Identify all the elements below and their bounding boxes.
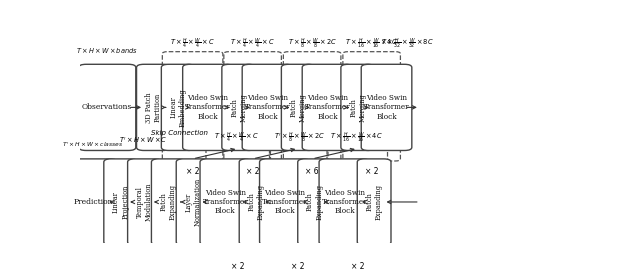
- FancyBboxPatch shape: [260, 159, 310, 245]
- FancyBboxPatch shape: [361, 64, 412, 150]
- FancyBboxPatch shape: [161, 64, 195, 150]
- Text: Layer
Normalization: Layer Normalization: [184, 178, 202, 226]
- Text: Observations: Observations: [82, 103, 132, 111]
- Text: × 2: × 2: [365, 167, 378, 176]
- Text: Prediction: Prediction: [73, 198, 113, 206]
- Text: $T'\times\frac{H}{8}\times\frac{W}{8}\times 2C$: $T'\times\frac{H}{8}\times\frac{W}{8}\ti…: [274, 131, 324, 145]
- Text: Video Swin
Transformer
Block: Video Swin Transformer Block: [203, 189, 248, 215]
- FancyBboxPatch shape: [176, 159, 210, 245]
- Text: 3D Patch
Partition: 3D Patch Partition: [145, 92, 162, 123]
- FancyBboxPatch shape: [127, 159, 161, 245]
- Text: $T\times\frac{H}{4}\times\frac{W}{4}\times C$: $T\times\frac{H}{4}\times\frac{W}{4}\tim…: [214, 131, 259, 145]
- Text: $T' \times H \times W \times classes$: $T' \times H \times W \times classes$: [62, 141, 124, 149]
- FancyBboxPatch shape: [319, 159, 370, 245]
- Text: Skip Connection: Skip Connection: [151, 130, 208, 136]
- Text: $T\times\frac{H}{32}\times\frac{W}{32}\times 8C$: $T\times\frac{H}{32}\times\frac{W}{32}\t…: [381, 37, 434, 51]
- Text: $T'\times H\times W\times C$: $T'\times H\times W\times C$: [119, 135, 168, 145]
- FancyBboxPatch shape: [104, 159, 138, 245]
- Text: × 2: × 2: [232, 262, 245, 271]
- Text: × 2: × 2: [291, 262, 305, 271]
- Text: Patch
Expanding: Patch Expanding: [160, 184, 177, 220]
- Text: × 2: × 2: [246, 167, 259, 176]
- Text: $T\times\frac{H}{4}\times\frac{W}{4}\times C$: $T\times\frac{H}{4}\times\frac{W}{4}\tim…: [170, 37, 215, 51]
- FancyBboxPatch shape: [152, 159, 185, 245]
- FancyBboxPatch shape: [222, 64, 255, 150]
- FancyBboxPatch shape: [182, 64, 233, 150]
- Text: × 2: × 2: [186, 167, 199, 176]
- FancyBboxPatch shape: [242, 64, 292, 150]
- FancyBboxPatch shape: [239, 159, 273, 245]
- FancyBboxPatch shape: [298, 159, 332, 245]
- FancyBboxPatch shape: [302, 64, 353, 150]
- Text: $T\times\frac{H}{4}\times\frac{W}{4}\times C$: $T\times\frac{H}{4}\times\frac{W}{4}\tim…: [230, 37, 275, 51]
- FancyBboxPatch shape: [282, 64, 315, 150]
- Text: × 6: × 6: [305, 167, 319, 176]
- Text: Video Swin
Transformer
Block: Video Swin Transformer Block: [262, 189, 308, 215]
- Text: Linear
Projection: Linear Projection: [112, 185, 129, 219]
- Text: Patch
Expanding: Patch Expanding: [365, 184, 383, 220]
- FancyBboxPatch shape: [136, 64, 170, 150]
- Text: Patch
Merging: Patch Merging: [290, 93, 307, 122]
- FancyBboxPatch shape: [79, 64, 136, 150]
- Text: Patch
Expanding: Patch Expanding: [248, 184, 265, 220]
- FancyBboxPatch shape: [68, 159, 117, 245]
- Text: $T\times\frac{H}{16}\times\frac{W}{16}\times 4C$: $T\times\frac{H}{16}\times\frac{W}{16}\t…: [330, 131, 383, 145]
- FancyBboxPatch shape: [357, 159, 391, 245]
- Text: Patch
Expanding: Patch Expanding: [306, 184, 323, 220]
- FancyBboxPatch shape: [341, 64, 374, 150]
- Text: $T\times\frac{H}{8}\times\frac{W}{8}\times 2C$: $T\times\frac{H}{8}\times\frac{W}{8}\tim…: [287, 37, 337, 51]
- FancyBboxPatch shape: [200, 159, 251, 245]
- Text: Linear
Embedding: Linear Embedding: [170, 88, 187, 127]
- Text: × 2: × 2: [351, 262, 365, 271]
- Text: $T\times\frac{H}{16}\times\frac{W}{16}\times 4C$: $T\times\frac{H}{16}\times\frac{W}{16}\t…: [345, 37, 398, 51]
- Text: Video Swin
Transformer
Block: Video Swin Transformer Block: [322, 189, 367, 215]
- Text: Video Swin
Transformer
Block: Video Swin Transformer Block: [185, 94, 230, 121]
- Text: $T \times H \times W \times bands$: $T \times H \times W \times bands$: [76, 46, 138, 55]
- Text: Temporal
Modulation: Temporal Modulation: [136, 183, 153, 221]
- Text: Video Swin
Transformer
Block: Video Swin Transformer Block: [305, 94, 350, 121]
- Text: Video Swin
Transformer
Block: Video Swin Transformer Block: [364, 94, 409, 121]
- Text: Patch
Merging: Patch Merging: [230, 93, 247, 122]
- Text: Video Swin
Transformer
Block: Video Swin Transformer Block: [244, 94, 290, 121]
- Text: Patch
Merging: Patch Merging: [349, 93, 366, 122]
